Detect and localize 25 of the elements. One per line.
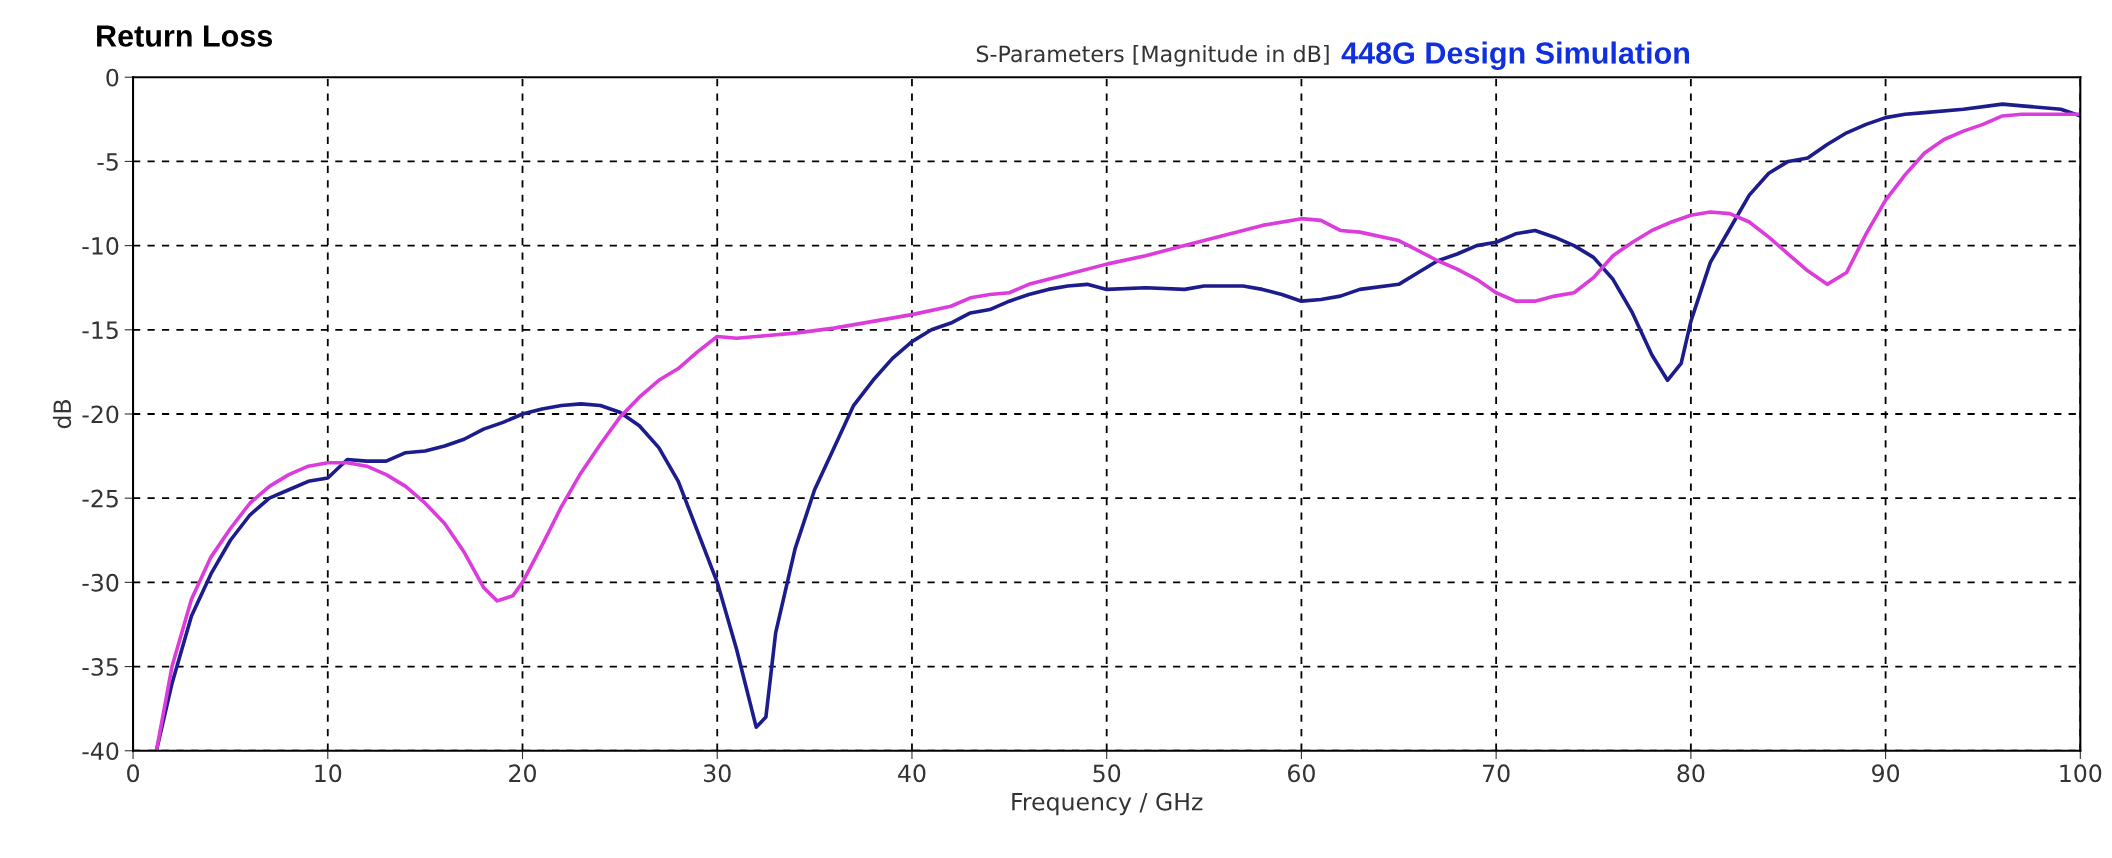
x-tick-label: 30 [704,764,731,783]
y-tick-label: -40 [82,742,119,761]
text: 448G Design Simulation [1341,41,1690,71]
x-tick-label: 50 [1093,764,1121,783]
chart-subtitle: S-Parameters [Magnitude in dB] [976,45,1329,67]
x-axis-title: Frequency / GHz [1012,792,1203,816]
y-axis-title: dB [52,400,72,429]
x-tick-label: 10 [315,764,342,783]
y-tick-label: 0 [106,68,119,87]
x-tick-label: 70 [1483,764,1510,783]
x-tick-label: 100 [2060,764,2102,783]
x-tick-label: 40 [898,764,926,783]
y-tick-label: -10 [82,237,119,255]
y-tick-label: -15 [82,321,118,340]
y-tick-label: -25 [82,489,118,508]
x-tick-label: 80 [1677,764,1705,783]
x-tick-label: 20 [509,764,536,783]
y-tick-label: -30 [82,573,119,592]
x-tick-label: 0 [127,764,139,783]
x-tick-label: 90 [1872,764,1900,783]
chart-title: Return Loss [97,25,273,47]
y-tick-label: -35 [82,658,118,676]
y-tick-label: -5 [97,153,118,171]
y-tick-label: -20 [82,405,119,424]
x-tick-label: 60 [1288,764,1315,783]
